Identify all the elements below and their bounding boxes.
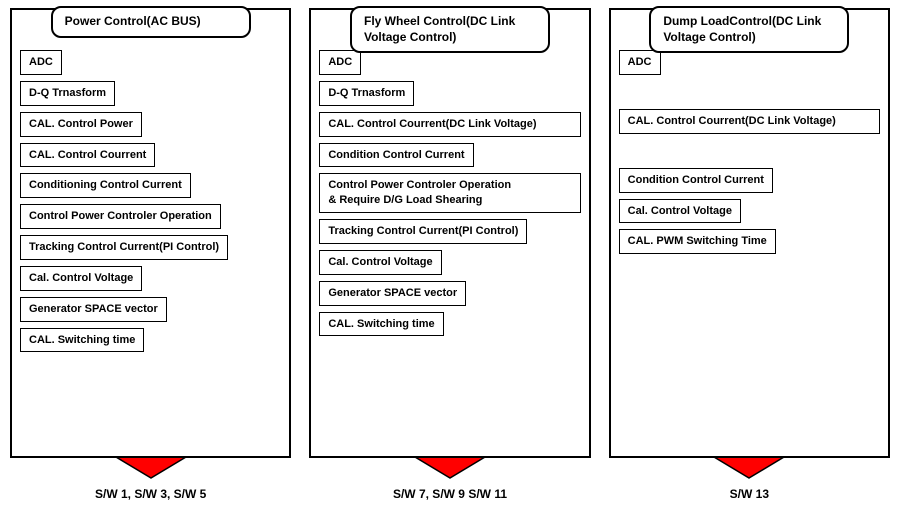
panel-title: Power Control(AC BUS) xyxy=(51,6,251,38)
step-item: Condition Control Current xyxy=(319,143,473,168)
spacer xyxy=(619,81,880,109)
column-caption: S/W 13 xyxy=(609,487,890,501)
panel: Dump LoadControl(DC Link Voltage Control… xyxy=(609,8,890,458)
step-item: ADC xyxy=(319,50,361,75)
step-item: CAL. PWM Switching Time xyxy=(619,229,776,254)
panel: Fly Wheel Control(DC Link Voltage Contro… xyxy=(309,8,590,458)
step-item: CAL. Control Power xyxy=(20,112,142,137)
diagram-columns: Power Control(AC BUS) ADC D-Q Trnasform … xyxy=(0,0,900,501)
step-item: Condition Control Current xyxy=(619,168,773,193)
column-dump-load-control: Dump LoadControl(DC Link Voltage Control… xyxy=(609,8,890,501)
step-item: Cal. Control Voltage xyxy=(20,266,142,291)
step-item: Generator SPACE vector xyxy=(20,297,167,322)
step-item: Tracking Control Current(PI Control) xyxy=(319,219,527,244)
step-item: Control Power Controler Operation xyxy=(20,204,221,229)
column-caption: S/W 1, S/W 3, S/W 5 xyxy=(10,487,291,501)
step-item: CAL. Control Courrent(DC Link Voltage) xyxy=(619,109,880,134)
step-item: CAL. Control Courrent(DC Link Voltage) xyxy=(319,112,580,137)
step-item: CAL. Switching time xyxy=(20,328,144,353)
spacer xyxy=(619,140,880,168)
step-item: D-Q Trnasform xyxy=(319,81,414,106)
step-item: CAL. Switching time xyxy=(319,312,443,337)
step-item: Control Power Controler Operation & Requ… xyxy=(319,173,580,213)
step-item: ADC xyxy=(20,50,62,75)
step-item: Cal. Control Voltage xyxy=(619,199,741,224)
column-flywheel-control: Fly Wheel Control(DC Link Voltage Contro… xyxy=(309,8,590,501)
panel-title: Fly Wheel Control(DC Link Voltage Contro… xyxy=(350,6,550,53)
step-item: CAL. Control Courrent xyxy=(20,143,155,168)
column-caption: S/W 7, S/W 9 S/W 11 xyxy=(309,487,590,501)
column-power-control: Power Control(AC BUS) ADC D-Q Trnasform … xyxy=(10,8,291,501)
step-item: Cal. Control Voltage xyxy=(319,250,441,275)
step-item: Tracking Control Current(PI Control) xyxy=(20,235,228,260)
panel: Power Control(AC BUS) ADC D-Q Trnasform … xyxy=(10,8,291,458)
panel-title: Dump LoadControl(DC Link Voltage Control… xyxy=(649,6,849,53)
step-item: ADC xyxy=(619,50,661,75)
step-item: Generator SPACE vector xyxy=(319,281,466,306)
step-item: Conditioning Control Current xyxy=(20,173,191,198)
step-item: D-Q Trnasform xyxy=(20,81,115,106)
